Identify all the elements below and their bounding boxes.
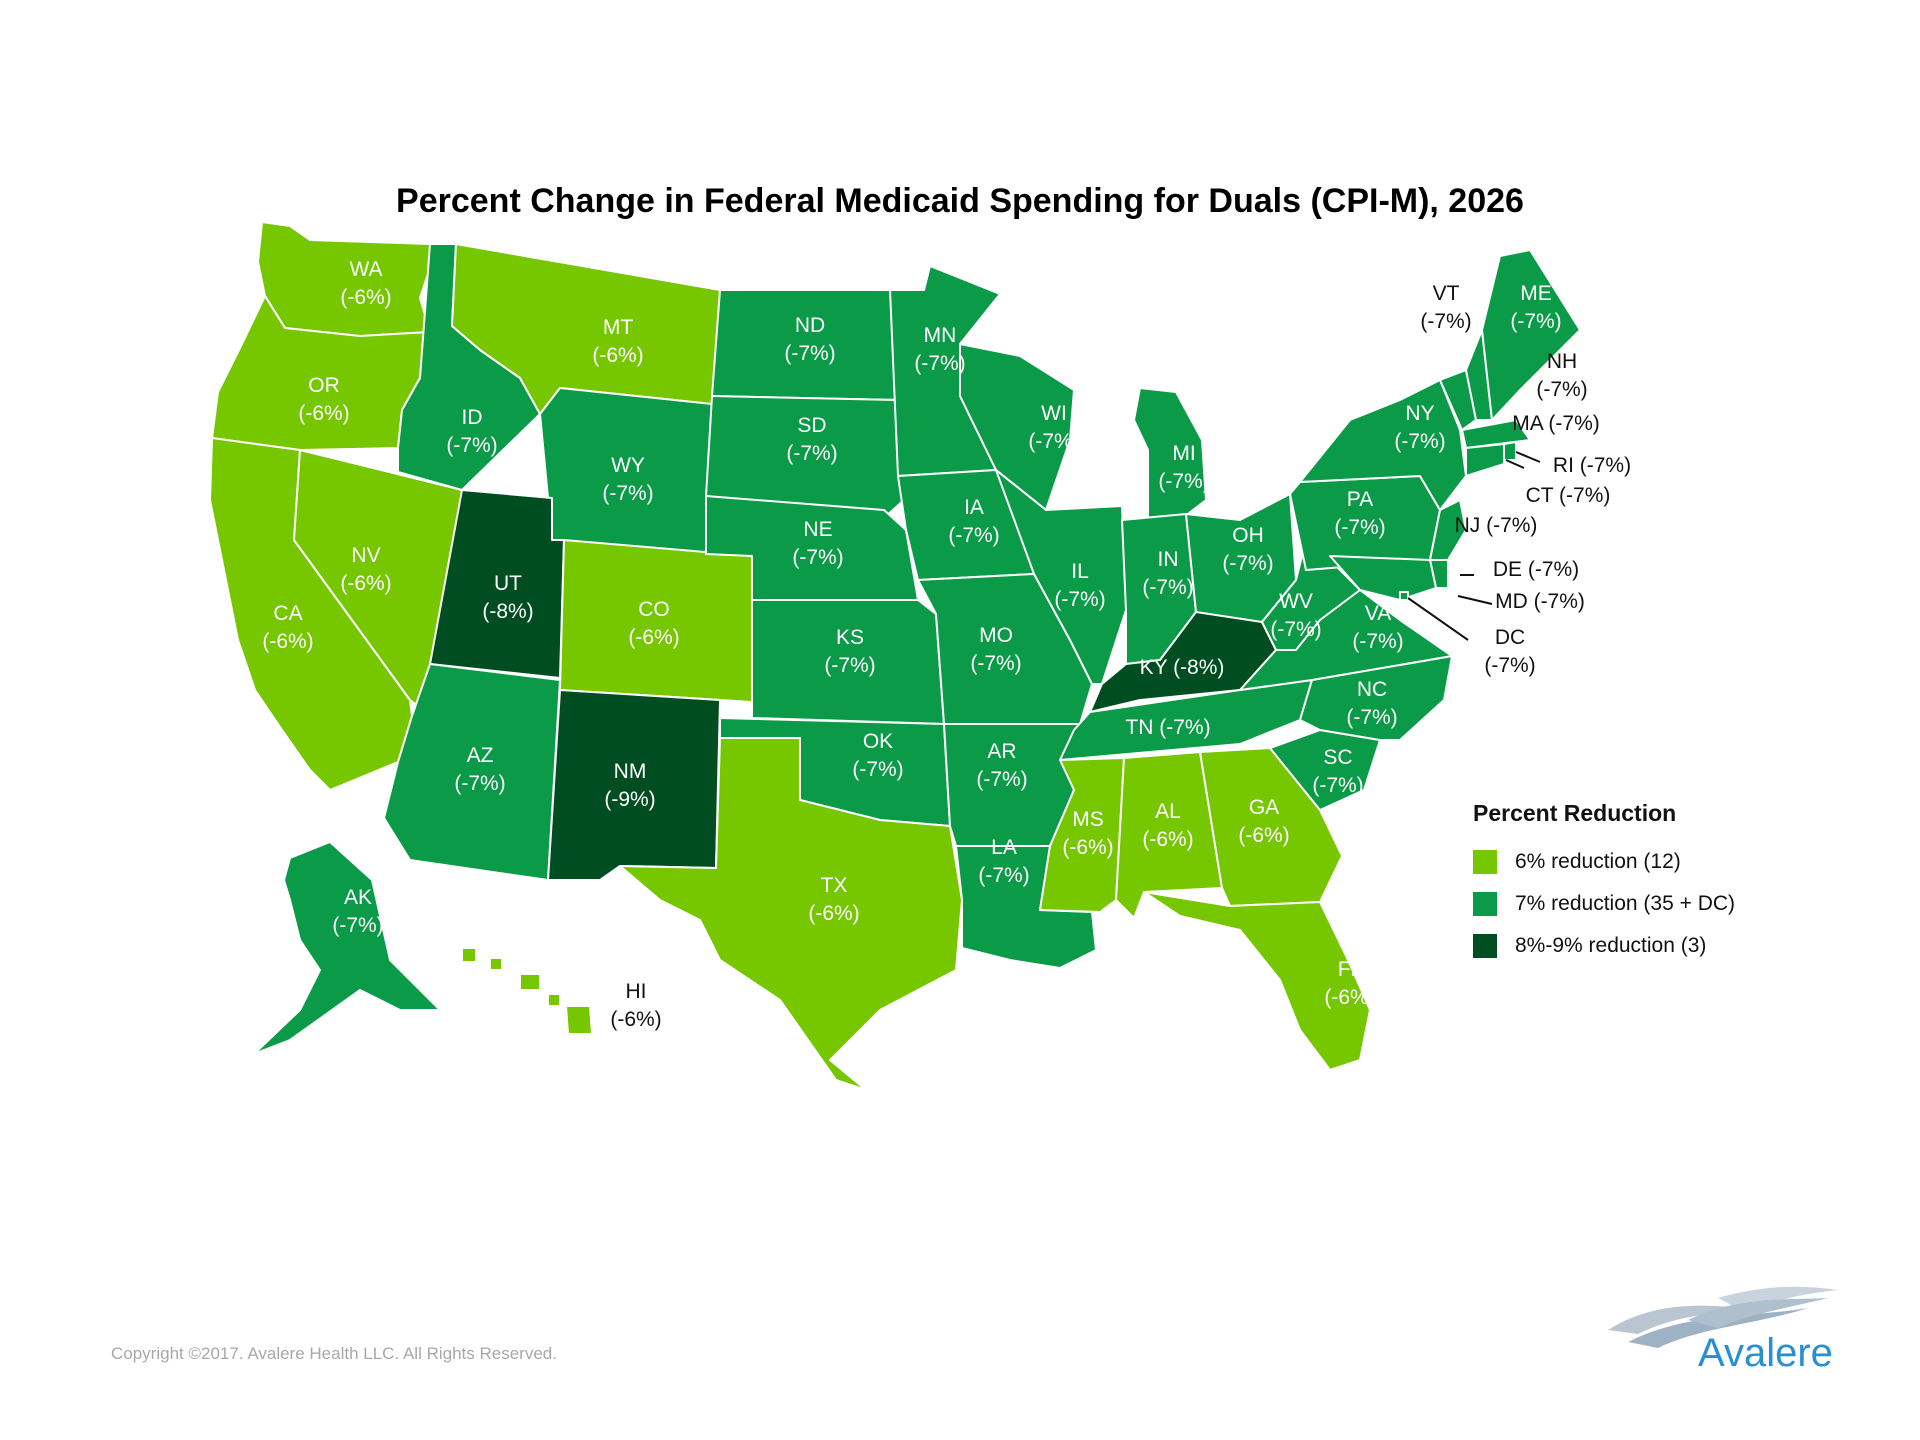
legend-item-7: 7% reduction (35 + DC) [1473,883,1735,925]
state-label-ky: KY (-8%) [1140,656,1225,679]
state-nj [1429,499,1467,561]
leader-line [1505,459,1525,469]
leader-line [1457,595,1493,605]
state-label-ri: RI (-7%) [1553,454,1631,477]
state-label-ok: OK (-7%) [852,730,903,781]
state-label-ma: MA (-7%) [1512,412,1600,435]
state-fl [1143,891,1371,1071]
state-label-mt: MT (-6%) [592,316,643,367]
state-ak [253,841,441,1055]
state-label-or: OR (-6%) [298,374,349,425]
state-label-id: ID (-7%) [446,406,497,457]
state-label-fl: FL (-6%) [1324,958,1375,1009]
state-ct [1465,443,1505,477]
state-label-mi: MI (-7%) [1158,442,1209,493]
state-label-az: AZ (-7%) [454,744,505,795]
state-label-ny: NY (-7%) [1394,402,1445,453]
state-label-ar: AR (-7%) [976,740,1027,791]
state-nm [547,689,721,881]
state-label-ks: KS (-7%) [824,626,875,677]
state-label-ga: GA (-6%) [1238,796,1289,847]
state-label-ne: NE (-7%) [792,518,843,569]
state-label-me: ME (-7%) [1510,282,1561,333]
state-dc [1399,591,1409,601]
state-label-ca: CA (-6%) [262,602,313,653]
leader-line [1407,597,1469,641]
state-hi [461,947,593,1035]
state-label-nj: NJ (-7%) [1455,514,1538,537]
state-labels: WA (-6%) OR (-6%) CA (-6%) NV (-6%) ID (-7%) MT (-6… [262,258,1631,1031]
state-label-md: MD (-7%) [1495,590,1585,613]
state-label-nc: NC (-7%) [1346,678,1397,729]
state-label-hi: HI (-6%) [610,980,661,1031]
state-label-co: CO (-6%) [628,598,679,649]
state-label-dc: DC (-7%) [1484,626,1535,677]
state-ma [1461,419,1531,449]
state-label-ms: MS (-6%) [1062,808,1113,859]
state-label-va: VA (-7%) [1352,602,1403,653]
state-label-il: IL (-7%) [1054,560,1105,611]
state-label-la: LA (-7%) [978,836,1029,887]
avalere-logo-icon [1608,1286,1838,1348]
state-label-vt: VT (-7%) [1420,282,1471,333]
state-label-wa: WA (-6%) [340,258,391,309]
state-label-nh: NH (-7%) [1536,350,1587,401]
state-label-nm: NM (-9%) [604,760,655,811]
state-me [1481,249,1581,421]
legend: Percent Reduction 6% reduction (12) 7% r… [1473,800,1735,967]
state-label-ct: CT (-7%) [1526,484,1611,507]
state-sd [705,395,905,519]
state-nc [1299,655,1453,741]
state-label-ut: UT (-8%) [482,572,533,623]
state-label-sc: SC (-7%) [1312,746,1363,797]
state-label-pa: PA (-7%) [1334,488,1385,539]
state-ny [1299,379,1467,511]
state-label-ia: IA (-7%) [948,496,999,547]
state-ri [1503,441,1517,461]
state-co [559,539,753,703]
state-label-tn: TN (-7%) [1125,716,1210,739]
state-label-in: IN (-7%) [1142,548,1193,599]
logo-wordmark: Avalere [1698,1331,1833,1375]
state-shapes [209,221,1581,1091]
state-wi [959,343,1075,511]
state-label-mo: MO (-7%) [970,624,1021,675]
state-label-al: AL (-6%) [1142,800,1193,851]
legend-item-89: 8%-9% reduction (3) [1473,925,1735,967]
state-label-sd: SD (-7%) [786,414,837,465]
state-label-tx: TX (-6%) [808,874,859,925]
legend-item-6: 6% reduction (12) [1473,841,1735,883]
state-label-wi: WI (-7%) [1028,402,1079,453]
state-md [1329,555,1437,601]
legend-label: 6% reduction (12) [1515,850,1681,873]
state-label-ak: AK (-7%) [332,886,383,937]
legend-swatch-6 [1473,850,1497,874]
state-sc [1269,729,1381,811]
state-wa [257,221,433,337]
state-label-de: DE (-7%) [1493,558,1579,581]
copyright-notice: Copyright ©2017. Avalere Health LLC. All… [111,1344,557,1363]
state-label-wv: WV (-7%) [1270,590,1321,641]
leader-line [1515,451,1541,463]
leader-lines [1407,451,1541,641]
legend-title: Percent Reduction [1473,800,1677,826]
state-tx [619,737,963,1091]
legend-swatch-89 [1473,934,1497,958]
state-label-mn: MN (-7%) [914,324,965,375]
state-label-nd: ND (-7%) [784,314,835,365]
legend-label: 7% reduction (35 + DC) [1515,892,1736,915]
state-label-nv: NV (-6%) [340,544,391,595]
map-title: Percent Change in Federal Medicaid Spend… [396,182,1524,220]
legend-label: 8%-9% reduction (3) [1515,934,1707,957]
legend-swatch-7 [1473,892,1497,916]
state-label-oh: OH (-7%) [1222,524,1273,575]
state-label-wy: WY (-7%) [602,454,653,505]
